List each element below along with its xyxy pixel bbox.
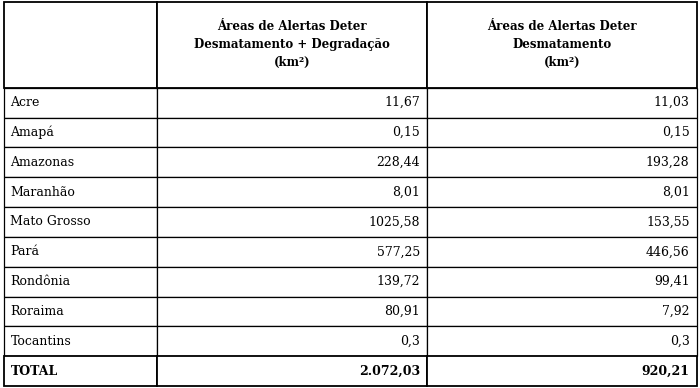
Bar: [427, 147, 696, 177]
Text: Áreas de Alertas Deter
Desmatamento + Degradação
(km²): Áreas de Alertas Deter Desmatamento + De…: [194, 20, 390, 69]
Text: 193,28: 193,28: [646, 156, 690, 169]
Text: Tocantins: Tocantins: [10, 335, 71, 348]
Bar: [158, 267, 427, 296]
Bar: [427, 88, 696, 118]
Text: 8,01: 8,01: [392, 186, 420, 199]
Bar: [427, 207, 696, 237]
Text: Roraima: Roraima: [10, 305, 64, 318]
Bar: [4, 2, 158, 88]
Text: 0,3: 0,3: [400, 335, 420, 348]
Text: Acre: Acre: [10, 96, 40, 109]
Text: 153,55: 153,55: [646, 215, 690, 229]
Bar: [158, 207, 427, 237]
Text: Maranhão: Maranhão: [10, 186, 76, 199]
Bar: [4, 296, 158, 326]
Bar: [158, 118, 427, 147]
Text: 0,15: 0,15: [392, 126, 420, 139]
Text: Rondônia: Rondônia: [10, 275, 71, 288]
Text: 1025,58: 1025,58: [368, 215, 420, 229]
Text: 0,3: 0,3: [670, 335, 690, 348]
Text: Amazonas: Amazonas: [10, 156, 75, 169]
Bar: [427, 267, 696, 296]
Bar: [4, 147, 158, 177]
Text: TOTAL: TOTAL: [10, 365, 57, 378]
Text: 139,72: 139,72: [377, 275, 420, 288]
Bar: [427, 118, 696, 147]
Bar: [4, 177, 158, 207]
Bar: [427, 356, 696, 386]
Text: 0,15: 0,15: [662, 126, 690, 139]
Text: 228,44: 228,44: [377, 156, 420, 169]
Text: Pará: Pará: [10, 245, 39, 258]
Bar: [4, 326, 158, 356]
Bar: [4, 207, 158, 237]
Bar: [158, 2, 427, 88]
Text: 920,21: 920,21: [641, 365, 690, 378]
Bar: [158, 88, 427, 118]
Text: 577,25: 577,25: [377, 245, 420, 258]
Bar: [158, 177, 427, 207]
Bar: [158, 296, 427, 326]
Text: 446,56: 446,56: [646, 245, 690, 258]
Text: 11,03: 11,03: [654, 96, 690, 109]
Bar: [4, 237, 158, 267]
Text: Amapá: Amapá: [10, 126, 55, 139]
Text: 8,01: 8,01: [662, 186, 690, 199]
Bar: [4, 267, 158, 296]
Text: 11,67: 11,67: [384, 96, 420, 109]
Bar: [158, 237, 427, 267]
Bar: [4, 118, 158, 147]
Text: Mato Grosso: Mato Grosso: [10, 215, 91, 229]
Bar: [4, 88, 158, 118]
Text: 80,91: 80,91: [384, 305, 420, 318]
Text: 99,41: 99,41: [654, 275, 690, 288]
Bar: [427, 326, 696, 356]
Bar: [427, 2, 696, 88]
Text: 2.072,03: 2.072,03: [359, 365, 420, 378]
Bar: [158, 356, 427, 386]
Bar: [427, 296, 696, 326]
Bar: [158, 147, 427, 177]
Text: 7,92: 7,92: [662, 305, 690, 318]
Bar: [427, 237, 696, 267]
Text: Áreas de Alertas Deter
Desmatamento
(km²): Áreas de Alertas Deter Desmatamento (km²…: [487, 20, 636, 69]
Bar: [4, 356, 158, 386]
Bar: [158, 326, 427, 356]
Bar: [427, 177, 696, 207]
